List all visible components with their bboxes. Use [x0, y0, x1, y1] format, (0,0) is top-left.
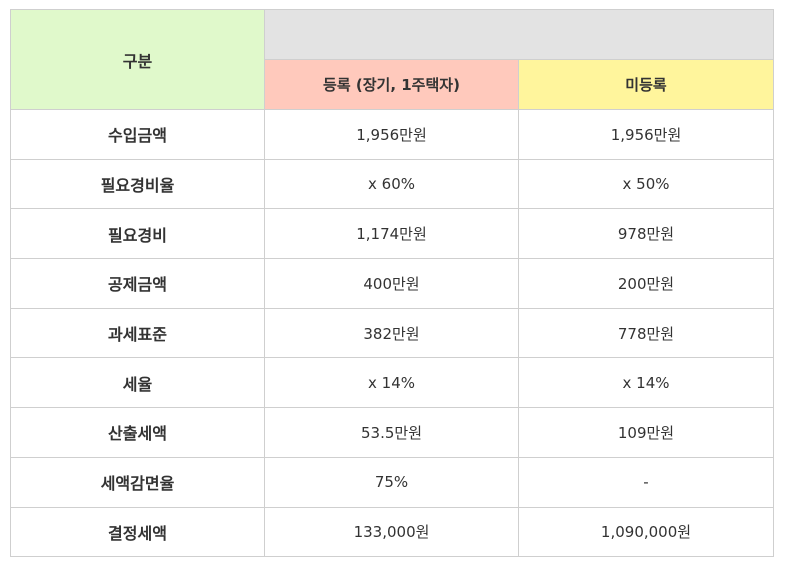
table-row: 필요경비 1,174만원 978만원 — [10, 208, 774, 260]
row-label: 산출세액 — [10, 407, 265, 458]
unregistered-column-header: 미등록 — [518, 59, 774, 110]
unregistered-value: 1,090,000원 — [518, 506, 774, 558]
top-blank-header-cell — [264, 9, 774, 60]
table-row: 공제금액 400만원 200만원 — [10, 258, 774, 309]
header-row-sub: 등록 (장기, 1주택자) 미등록 — [11, 59, 774, 110]
unregistered-value: x 50% — [518, 158, 774, 210]
row-label: 공제금액 — [10, 258, 265, 309]
registered-value: x 60% — [264, 158, 519, 210]
unregistered-value: 109만원 — [518, 407, 774, 458]
registered-column-header: 등록 (장기, 1주택자) — [264, 59, 519, 110]
registered-value: 382만원 — [264, 307, 519, 359]
table-body: 구분 등록 (장기, 1주택자) 미등록 수입금액 1,956만원 1,956만… — [10, 9, 774, 558]
registered-value: x 14% — [264, 357, 519, 409]
table-row: 결정세액 133,000원 1,090,000원 — [10, 506, 774, 558]
row-label: 세율 — [10, 357, 265, 409]
unregistered-value: x 14% — [518, 357, 774, 409]
table-row: 수입금액 1,956만원 1,956만원 — [10, 109, 774, 160]
header-row-top: 구분 — [10, 9, 774, 110]
table-row: 세율 x 14% x 14% — [10, 357, 774, 409]
unregistered-value: 200만원 — [518, 258, 774, 309]
table-row: 산출세액 53.5만원 109만원 — [10, 407, 774, 458]
unregistered-value: 978만원 — [518, 208, 774, 260]
table-row: 과세표준 382만원 778만원 — [10, 307, 774, 359]
registered-value: 75% — [264, 456, 519, 508]
row-label: 필요경비 — [10, 208, 265, 260]
tax-comparison-table: 구분 등록 (장기, 1주택자) 미등록 수입금액 1,956만원 1,956만… — [10, 9, 774, 558]
row-label: 세액감면율 — [10, 456, 265, 508]
registered-value: 1,174만원 — [264, 208, 519, 260]
unregistered-value: 778만원 — [518, 307, 774, 359]
table-row: 세액감면율 75% - — [10, 456, 774, 508]
unregistered-value: 1,956만원 — [518, 109, 774, 160]
row-label: 필요경비율 — [10, 158, 265, 210]
row-label: 결정세액 — [10, 506, 265, 558]
row-label: 수입금액 — [10, 109, 265, 160]
unregistered-value: - — [518, 456, 774, 508]
row-label: 과세표준 — [10, 307, 265, 359]
registered-value: 1,956만원 — [264, 109, 519, 160]
corner-header-cell: 구분 — [10, 9, 265, 110]
registered-value: 133,000원 — [264, 506, 519, 558]
table-row: 필요경비율 x 60% x 50% — [10, 158, 774, 210]
registered-value: 53.5만원 — [264, 407, 519, 458]
registered-value: 400만원 — [264, 258, 519, 309]
